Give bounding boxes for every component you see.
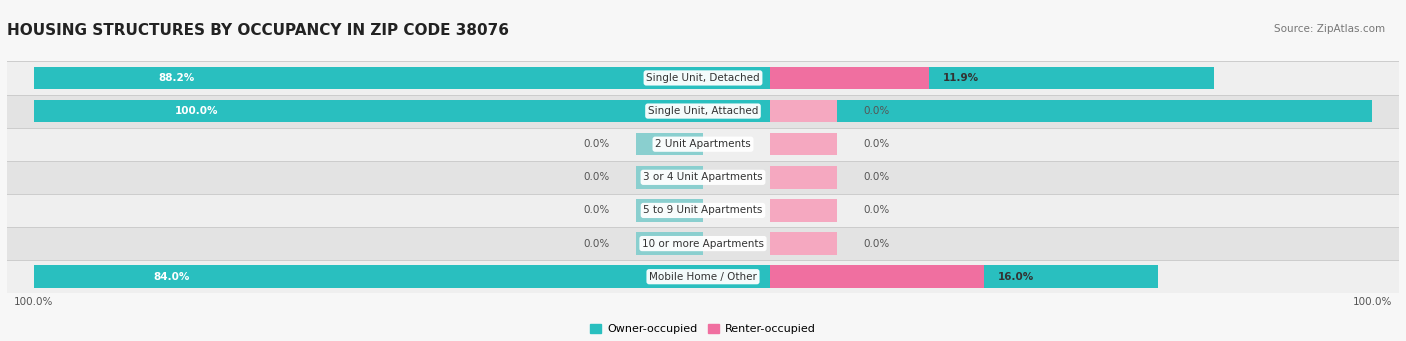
Text: Single Unit, Detached: Single Unit, Detached [647,73,759,83]
Text: 5 to 9 Unit Apartments: 5 to 9 Unit Apartments [644,205,762,216]
Text: 0.0%: 0.0% [863,239,890,249]
Text: Mobile Home / Other: Mobile Home / Other [650,272,756,282]
Bar [770,100,837,122]
Bar [770,232,837,255]
Text: 10 or more Apartments: 10 or more Apartments [643,239,763,249]
Bar [34,265,1159,288]
Bar [636,232,703,255]
Text: 16.0%: 16.0% [997,272,1033,282]
Bar [636,166,703,189]
Text: 100.0%: 100.0% [174,106,218,116]
Bar [636,133,703,155]
Text: 0.0%: 0.0% [863,172,890,182]
Bar [770,265,984,288]
Text: HOUSING STRUCTURES BY OCCUPANCY IN ZIP CODE 38076: HOUSING STRUCTURES BY OCCUPANCY IN ZIP C… [7,23,509,38]
Bar [34,67,1215,89]
Text: 3 or 4 Unit Apartments: 3 or 4 Unit Apartments [643,172,763,182]
Bar [770,166,837,189]
Text: 0.0%: 0.0% [583,205,609,216]
Legend: Owner-occupied, Renter-occupied: Owner-occupied, Renter-occupied [586,320,820,339]
Text: 0.0%: 0.0% [863,106,890,116]
Bar [7,194,1399,227]
Bar [7,94,1399,128]
Bar [770,199,837,222]
Bar [34,100,1372,122]
Text: 0.0%: 0.0% [583,172,609,182]
Text: 88.2%: 88.2% [159,73,195,83]
Text: 0.0%: 0.0% [863,205,890,216]
Text: 0.0%: 0.0% [583,139,609,149]
Bar [7,128,1399,161]
Text: 11.9%: 11.9% [942,73,979,83]
Text: 0.0%: 0.0% [583,239,609,249]
Text: 84.0%: 84.0% [153,272,190,282]
Bar [7,161,1399,194]
Bar [7,61,1399,94]
Bar [770,133,837,155]
Text: 2 Unit Apartments: 2 Unit Apartments [655,139,751,149]
Bar [636,199,703,222]
Text: Single Unit, Attached: Single Unit, Attached [648,106,758,116]
Bar [770,67,929,89]
Bar [7,260,1399,293]
Bar [7,227,1399,260]
Text: Source: ZipAtlas.com: Source: ZipAtlas.com [1274,24,1385,34]
Text: 0.0%: 0.0% [863,139,890,149]
